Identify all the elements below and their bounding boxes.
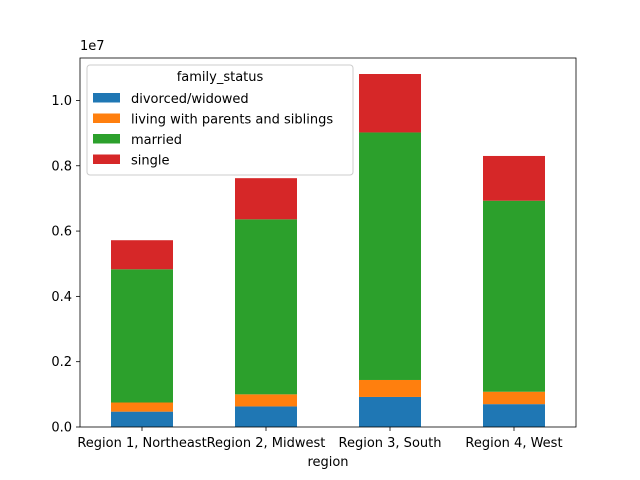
bar-divorced-widowed-1 bbox=[111, 411, 173, 427]
y-offset-text: 1e7 bbox=[80, 39, 105, 54]
bar-single-2 bbox=[235, 178, 297, 220]
x-tick-label: Region 2, Midwest bbox=[207, 436, 326, 451]
bar-married-1 bbox=[111, 269, 173, 403]
bar-living-with-parents-and-siblings-4 bbox=[483, 391, 545, 405]
y-tick-label: 0.6 bbox=[51, 225, 72, 240]
legend-entry: married bbox=[131, 133, 182, 148]
legend-swatch bbox=[93, 93, 120, 103]
bar-single-1 bbox=[111, 240, 173, 270]
bar-living-with-parents-and-siblings-2 bbox=[235, 394, 297, 407]
x-axis: Region 1, Northeast Region 2, Midwest Regi… bbox=[77, 427, 563, 451]
legend-swatch bbox=[93, 154, 120, 164]
bar-married-3 bbox=[359, 132, 421, 380]
bars-layer bbox=[111, 74, 545, 427]
legend-swatch bbox=[93, 113, 120, 123]
x-tick-label: Region 1, Northeast bbox=[77, 436, 206, 451]
x-tick-label: Region 3, South bbox=[339, 436, 442, 451]
bar-single-3 bbox=[359, 74, 421, 133]
legend-entry: divorced/widowed bbox=[131, 92, 249, 107]
legend: family_status divorced/widowed living with… bbox=[86, 64, 354, 176]
legend-box bbox=[86, 64, 354, 176]
bar-single-4 bbox=[483, 155, 545, 201]
bar-divorced-widowed-3 bbox=[359, 396, 421, 427]
y-tick-label: 0.4 bbox=[51, 290, 72, 305]
bar-living-with-parents-and-siblings-3 bbox=[359, 379, 421, 397]
legend-entry: living with parents and siblings bbox=[131, 113, 333, 128]
y-tick-label: 0.2 bbox=[51, 355, 72, 370]
y-tick-label: 0.8 bbox=[51, 159, 72, 174]
y-tick-label: 1.0 bbox=[51, 94, 72, 109]
legend-swatch bbox=[93, 134, 120, 144]
y-axis: 0.0 0.2 0.4 0.6 0.8 1.0 bbox=[51, 94, 80, 436]
legend-entry: single bbox=[131, 154, 170, 169]
y-tick-label: 0.0 bbox=[51, 421, 72, 436]
bar-married-4 bbox=[483, 200, 545, 392]
x-tick-label: Region 4, West bbox=[465, 436, 562, 451]
legend-title: family_status bbox=[177, 70, 264, 85]
x-axis-label: region bbox=[307, 455, 348, 470]
bar-divorced-widowed-4 bbox=[483, 404, 545, 427]
bar-living-with-parents-and-siblings-1 bbox=[111, 402, 173, 412]
bar-divorced-widowed-2 bbox=[235, 406, 297, 427]
plot-frame bbox=[79, 57, 577, 428]
bar-married-2 bbox=[235, 219, 297, 395]
